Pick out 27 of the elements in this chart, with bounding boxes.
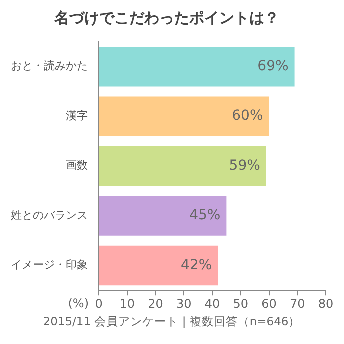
- x-axis-title: (%): [68, 296, 89, 311]
- x-tick-label: 10: [120, 296, 136, 311]
- y-tick-label: 姓とのバランス: [11, 208, 88, 222]
- x-tick-label: 80: [318, 296, 334, 311]
- x-tick-label: 70: [290, 296, 306, 311]
- y-tick-label: おと・読みかた: [11, 60, 88, 73]
- x-tick-label: 50: [233, 296, 249, 311]
- y-tick-label: 画数: [66, 159, 88, 172]
- text: 2015/11 会員アンケート | 複数回答（n=646）: [43, 314, 301, 328]
- x-tick-label: 0: [95, 296, 103, 311]
- x-tick-label: 20: [148, 296, 164, 311]
- bar: [100, 146, 266, 186]
- x-tick-label: 30: [176, 296, 192, 311]
- bar: [100, 246, 218, 286]
- y-tick-label: 漢字: [66, 109, 88, 122]
- data-label: 60%: [232, 108, 264, 124]
- bar: [100, 196, 227, 236]
- x-tick-label: 40: [204, 296, 220, 311]
- bar: [100, 46, 295, 87]
- data-label: 45%: [190, 208, 221, 224]
- y-tick-label: イメージ・印象: [11, 258, 88, 272]
- x-tick-label: 60: [262, 296, 277, 311]
- chart-title: 名づけでこだわったポイントは？: [54, 8, 280, 27]
- data-label: 59%: [229, 158, 260, 174]
- data-label: 42%: [181, 257, 212, 274]
- bar: [100, 96, 270, 136]
- data-label: 69%: [258, 58, 289, 74]
